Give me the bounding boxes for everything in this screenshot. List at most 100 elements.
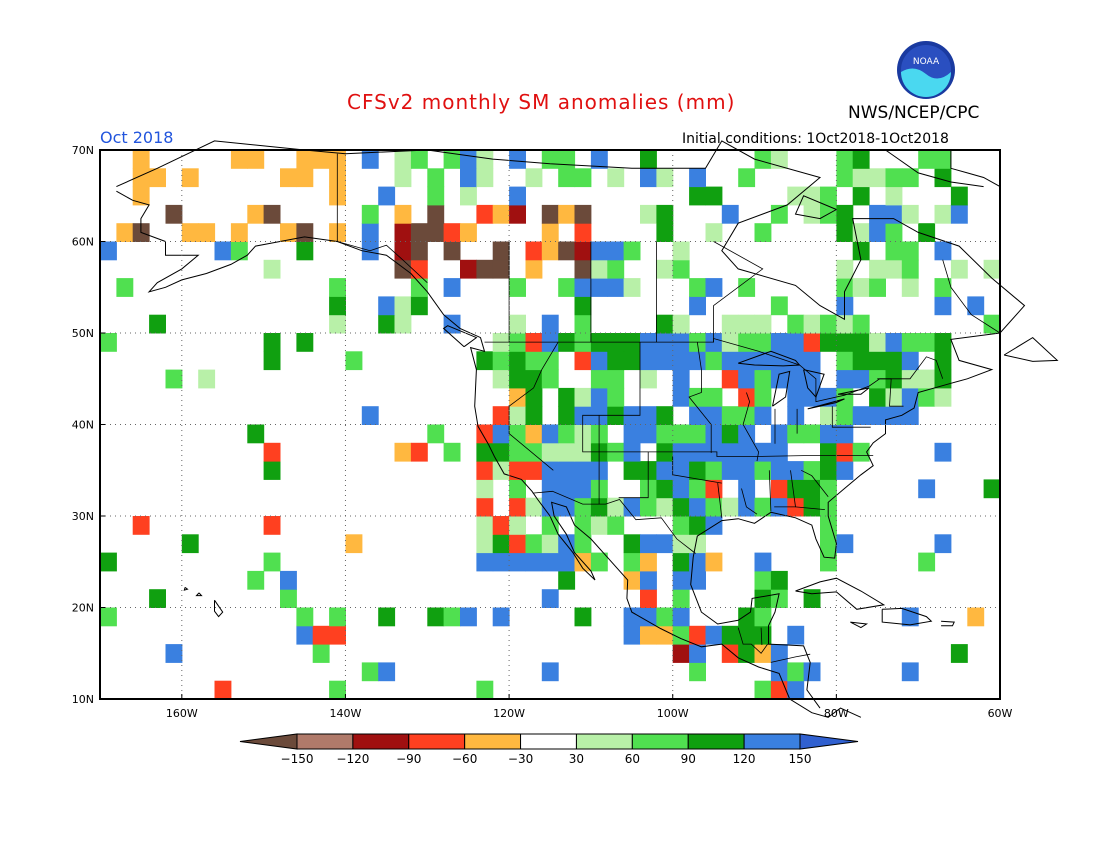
anomaly-cell bbox=[509, 406, 526, 425]
anomaly-cell bbox=[607, 241, 625, 261]
anomaly-cell bbox=[672, 479, 690, 499]
anomaly-cell bbox=[623, 497, 641, 517]
legend-swatch bbox=[575, 733, 633, 750]
coastline bbox=[116, 140, 1026, 709]
anomaly-cell bbox=[901, 259, 919, 279]
anomaly-cell bbox=[198, 223, 216, 242]
anomaly-cell bbox=[640, 150, 657, 169]
anomaly-cell bbox=[541, 516, 559, 535]
anomaly-cell bbox=[541, 497, 559, 517]
anomaly-cell bbox=[689, 186, 706, 206]
anomaly-cell bbox=[509, 534, 526, 554]
anomaly-cell bbox=[705, 461, 723, 480]
anomaly-cell bbox=[640, 424, 657, 444]
anomaly-cell bbox=[689, 570, 706, 590]
anomaly-cell bbox=[705, 278, 723, 297]
anomaly-cell bbox=[492, 552, 510, 572]
anomaly-cell bbox=[672, 552, 690, 572]
anomaly-cell bbox=[574, 534, 592, 554]
anomaly-cell bbox=[525, 497, 543, 517]
anomaly-cell bbox=[296, 241, 314, 261]
anomaly-cell bbox=[100, 552, 117, 572]
anomaly-cell bbox=[329, 314, 346, 334]
anomaly-cell bbox=[263, 333, 281, 352]
anomaly-cell bbox=[394, 442, 412, 462]
anomaly-cell bbox=[492, 534, 510, 554]
anomaly-cell bbox=[492, 424, 510, 444]
anomaly-cell bbox=[901, 406, 919, 425]
anomaly-cell bbox=[541, 589, 559, 608]
anomaly-cell bbox=[852, 314, 870, 334]
anomaly-cell bbox=[918, 479, 936, 499]
anomaly-cell bbox=[492, 442, 510, 462]
anomaly-cell bbox=[852, 186, 870, 206]
anomaly-cell bbox=[574, 461, 592, 480]
anomaly-cell bbox=[574, 204, 592, 224]
anomaly-cell bbox=[836, 461, 854, 480]
boundary bbox=[741, 488, 758, 515]
anomaly-cell bbox=[640, 552, 657, 572]
anomaly-cell bbox=[852, 168, 870, 188]
anomaly-cell bbox=[836, 351, 854, 371]
anomaly-cell bbox=[590, 278, 608, 297]
anomaly-cell bbox=[476, 259, 494, 279]
legend-arrow-low bbox=[239, 733, 298, 750]
anomaly-cell bbox=[263, 259, 281, 279]
anomaly-cell bbox=[640, 204, 657, 224]
anomaly-cell bbox=[672, 369, 690, 389]
anomaly-cell bbox=[165, 369, 183, 389]
longitude-label: 140W bbox=[330, 707, 362, 720]
anomaly-cell bbox=[836, 387, 854, 407]
anomaly-cell bbox=[509, 314, 526, 334]
anomaly-cell bbox=[934, 387, 952, 407]
anomaly-cell bbox=[574, 516, 592, 535]
anomaly-cell bbox=[656, 625, 674, 645]
anomaly-cell bbox=[770, 442, 788, 462]
anomaly-cell bbox=[427, 204, 445, 224]
boundary bbox=[760, 627, 763, 646]
anomaly-cell bbox=[934, 442, 952, 462]
anomaly-cell bbox=[705, 186, 723, 206]
anomaly-cell bbox=[754, 589, 772, 608]
anomaly-cell bbox=[558, 241, 576, 261]
anomaly-cell bbox=[312, 150, 330, 169]
anomaly-cell bbox=[770, 570, 788, 590]
anomaly-cell bbox=[672, 497, 690, 517]
anomaly-cell bbox=[885, 351, 903, 371]
anomaly-cell bbox=[525, 351, 543, 371]
anomaly-cell bbox=[689, 296, 706, 316]
anomaly-cell bbox=[640, 534, 657, 554]
anomaly-cell bbox=[165, 644, 183, 663]
longitude-label: 80W bbox=[824, 707, 849, 720]
anomaly-cell bbox=[541, 442, 559, 462]
anomaly-cell bbox=[574, 278, 592, 297]
anomaly-cell bbox=[574, 607, 592, 627]
anomaly-cell bbox=[132, 150, 150, 169]
anomaly-cell bbox=[574, 387, 592, 407]
anomaly-cell bbox=[623, 351, 641, 371]
legend-label: −120 bbox=[336, 752, 369, 766]
anomaly-cell bbox=[656, 223, 674, 242]
anomaly-cell bbox=[378, 662, 396, 682]
anomaly-cell bbox=[787, 186, 805, 206]
anomaly-cell bbox=[836, 259, 854, 279]
anomaly-cell bbox=[329, 296, 346, 316]
anomaly-cell bbox=[607, 369, 625, 389]
anomaly-cell bbox=[558, 168, 576, 188]
anomaly-cell bbox=[574, 241, 592, 261]
anomaly-cell bbox=[460, 223, 477, 242]
anomaly-cell bbox=[558, 479, 576, 499]
anomaly-cell bbox=[770, 644, 788, 663]
anomaly-cell bbox=[623, 552, 641, 572]
legend-label: −150 bbox=[281, 752, 314, 766]
anomaly-cell bbox=[623, 278, 641, 297]
anomaly-cell bbox=[394, 204, 412, 224]
anomaly-cell bbox=[852, 351, 870, 371]
anomaly-cell bbox=[394, 223, 412, 242]
anomaly-cell bbox=[558, 570, 576, 590]
anomaly-cell bbox=[640, 625, 657, 645]
anomaly-cell bbox=[263, 351, 281, 371]
anomaly-cell bbox=[116, 223, 134, 242]
anomaly-cell bbox=[558, 552, 576, 572]
anomaly-cell bbox=[525, 442, 543, 462]
